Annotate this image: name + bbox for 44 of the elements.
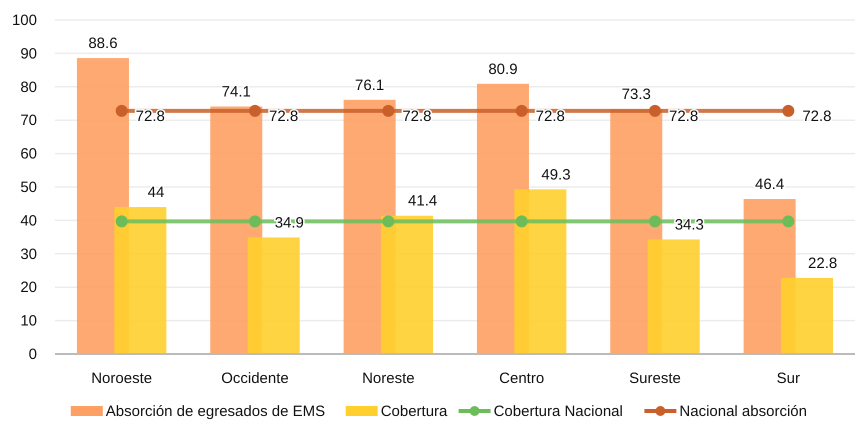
data-label: 49.3 xyxy=(541,166,571,184)
data-label: 22.8 xyxy=(808,254,838,272)
data-label: 72.8 xyxy=(136,108,165,125)
bar xyxy=(648,239,700,354)
data-label: 88.6 xyxy=(88,35,118,52)
y-tick-label: 90 xyxy=(20,45,37,62)
x-tick-label: Occidente xyxy=(221,370,289,387)
data-label: 46.4 xyxy=(755,176,784,194)
legend-label: Cobertura Nacional xyxy=(494,403,623,420)
data-label: 73.3 xyxy=(622,86,651,104)
y-tick-label: 20 xyxy=(20,279,37,296)
data-label: 72.8 xyxy=(269,108,298,125)
x-tick-label: Centro xyxy=(499,370,544,387)
bar xyxy=(514,189,566,354)
bar xyxy=(781,278,834,354)
y-tick-label: 30 xyxy=(20,246,37,263)
x-tick-label: Noreste xyxy=(362,370,415,387)
y-tick-label: 50 xyxy=(20,179,37,196)
data-label: 72.8 xyxy=(536,108,565,125)
x-tick-label: Sur xyxy=(776,370,800,387)
y-tick-label: 70 xyxy=(20,112,37,130)
bar xyxy=(381,216,434,354)
data-label: 41.4 xyxy=(408,192,438,210)
data-label: 34.9 xyxy=(274,214,304,232)
legend-label: Cobertura xyxy=(380,403,448,420)
bar xyxy=(248,237,300,354)
y-tick-label: 0 xyxy=(28,346,37,363)
data-label: 80.9 xyxy=(488,60,518,78)
bar xyxy=(114,207,166,354)
data-label: 76.1 xyxy=(355,76,384,94)
data-label: 74.1 xyxy=(222,84,251,101)
x-tick-label: Noroeste xyxy=(91,370,152,387)
y-tick-label: 60 xyxy=(20,146,37,163)
legend-label: Nacional absorción xyxy=(679,403,807,420)
y-tick-label: 10 xyxy=(20,312,37,330)
x-tick-label: Sureste xyxy=(629,370,681,387)
y-tick-label: 100 xyxy=(12,12,37,29)
y-tick-label: 40 xyxy=(20,212,37,230)
data-label: 72.8 xyxy=(669,108,698,125)
y-tick-label: 80 xyxy=(20,78,37,96)
data-label: 72.8 xyxy=(802,108,832,125)
legend-label: Absorción de egresados de EMS xyxy=(106,403,326,420)
data-label: 44 xyxy=(148,184,164,202)
data-label: 72.8 xyxy=(402,108,432,125)
